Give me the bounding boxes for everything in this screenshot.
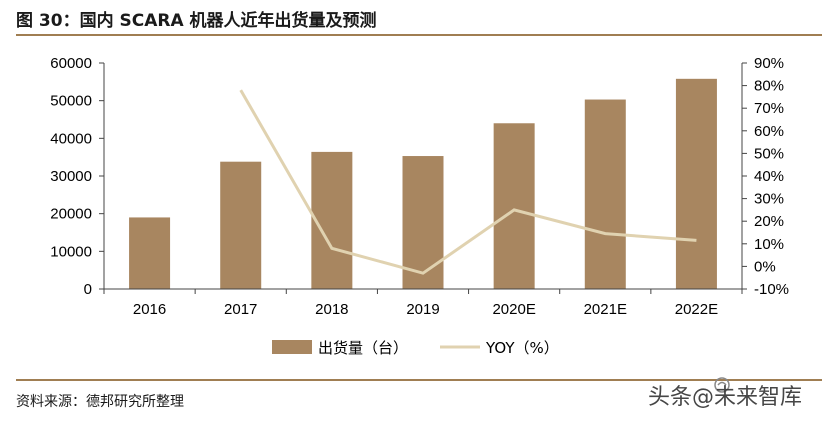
x-tick-label: 2016 [133, 301, 166, 318]
bar-2022E [675, 78, 717, 289]
y-left-tick-label: 40000 [50, 130, 92, 147]
watermark-text: 头条@未来智库 [648, 385, 803, 410]
legend: 出货量（台） YOY（%） [272, 339, 559, 357]
y-right-tick-label: 70% [754, 100, 784, 117]
y-right-tick-label: 20% [754, 213, 784, 230]
y-right-tick-label: 80% [754, 78, 784, 95]
x-tick-label: 2020E [492, 301, 535, 318]
bar-2016 [129, 217, 171, 289]
y-right-tick-label: 10% [754, 236, 784, 253]
y-right-tick-label: 60% [754, 123, 784, 140]
x-tick-label: 2017 [224, 301, 257, 318]
legend-bar-swatch [272, 340, 312, 354]
y-left-tick-label: 0 [84, 281, 92, 298]
yoy-line [239, 89, 697, 275]
y-right-ticks: -10% 0% 10% 20% 30% 40% 50% 60% 70% 80% 90% [742, 55, 789, 298]
y-left-tick-label: 50000 [50, 93, 92, 110]
legend-bar-label: 出货量（台） [318, 339, 408, 357]
y-left-tick-label: 60000 [50, 55, 92, 72]
bar-2017 [220, 161, 262, 289]
y-right-tick-label: 90% [754, 55, 784, 72]
x-tick-label: 2022E [675, 301, 718, 318]
bar-series [129, 78, 717, 290]
chart-title: 图 30：国内 SCARA 机器人近年出货量及预测 [16, 11, 377, 31]
bar-2021E [584, 99, 626, 289]
bar-2018 [311, 151, 353, 289]
y-right-tick-label: -10% [754, 281, 789, 298]
y-right-tick-label: 50% [754, 145, 784, 162]
watermark-icon [714, 377, 730, 393]
bar-2020E [493, 123, 535, 290]
legend-line-label: YOY（%） [485, 339, 559, 357]
bar-2019 [402, 156, 444, 289]
x-tick-label: 2018 [315, 301, 348, 318]
y-right-tick-label: 30% [754, 191, 784, 208]
y-left-tick-label: 20000 [50, 206, 92, 223]
source-note: 资料来源：德邦研究所整理 [16, 394, 184, 410]
x-tick-label: 2019 [406, 301, 439, 318]
y-left-ticks: 0 10000 20000 30000 40000 50000 60000 [50, 55, 104, 298]
y-right-tick-label: 40% [754, 168, 784, 185]
x-tick-label: 2021E [584, 301, 627, 318]
y-left-tick-label: 10000 [50, 243, 92, 260]
y-left-tick-label: 30000 [50, 168, 92, 185]
x-ticks: 2016 2017 2018 2019 2020E 2021E 2022E [103, 289, 743, 318]
y-right-tick-label: 0% [754, 258, 776, 275]
